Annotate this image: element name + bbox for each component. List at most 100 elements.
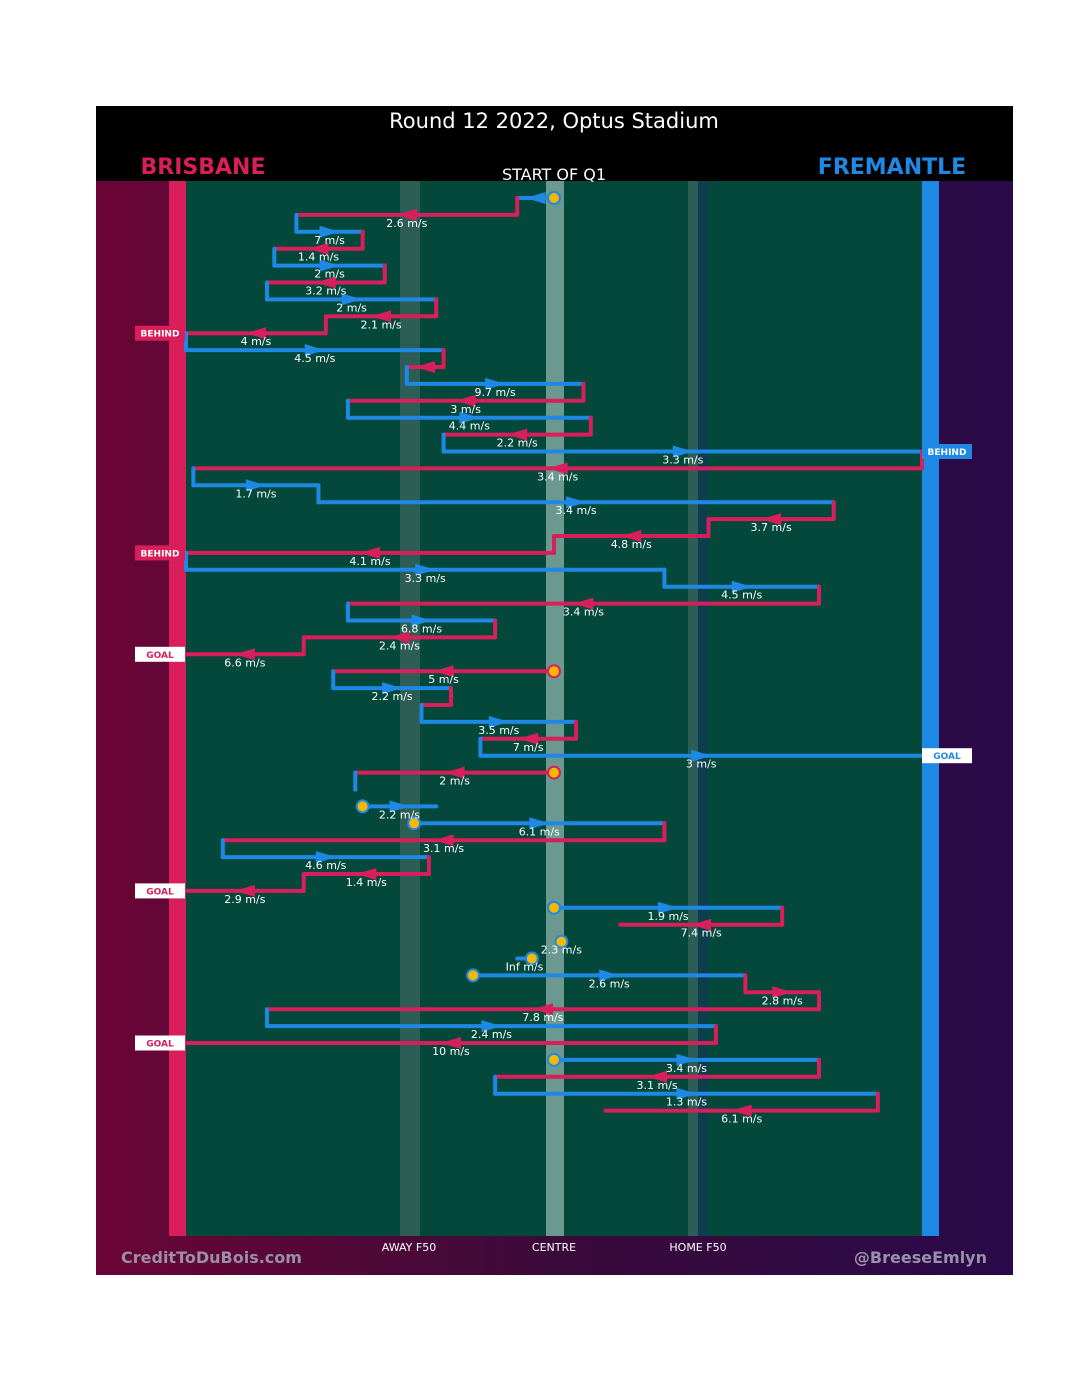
outcome-badge [135,545,185,561]
direction-arrow [245,327,266,340]
speed-label: 2.1 m/s [360,318,401,331]
speed-label: 3.4 m/s [666,1062,707,1075]
speed-label: 4.6 m/s [305,859,346,872]
possession-start-marker [407,816,422,831]
direction-arrow [444,766,465,779]
speed-label: 1.7 m/s [235,487,276,500]
possession-start-marker [547,765,561,780]
axis-label-centre: CENTRE [532,1241,576,1254]
speed-label: 7 m/s [513,741,544,754]
speed-label: 6.6 m/s [224,656,265,669]
direction-arrow [672,445,693,458]
direction-arrow [308,242,329,255]
direction-arrow [518,732,539,745]
possession-start-marker [547,1052,561,1067]
direction-arrow [532,1003,553,1016]
speed-label: 1.4 m/s [298,251,339,264]
direction-arrow [566,496,587,509]
direction-arrow [459,411,480,424]
outcome-badge [922,444,972,459]
possession-start-marker [547,900,561,915]
speed-label: 3.4 m/s [556,504,597,517]
speed-label: 4.4 m/s [449,420,490,433]
direction-arrow [234,884,255,897]
direction-arrow [547,462,568,475]
chart-title: Round 12 2022, Optus Stadium [389,109,719,133]
direction-arrow [772,986,793,999]
speed-label: 3.1 m/s [423,842,464,855]
possession-start-marker [524,951,539,966]
direction-arrow [433,665,454,678]
speed-label: 7.8 m/s [522,1011,563,1024]
speed-label: 2.6 m/s [589,977,630,990]
footer-handle: @BreeseEmlyn [854,1248,987,1267]
direction-arrow [481,1020,502,1033]
direction-arrow [411,614,432,627]
speed-label: 1.3 m/s [666,1096,707,1109]
direction-arrow [382,682,403,695]
speed-label: 2.8 m/s [762,994,803,1007]
outcome-label: GOAL [146,1040,174,1050]
direction-arrow [529,817,550,830]
direction-arrow [356,868,377,880]
direction-arrow [415,361,436,373]
speed-label: 2.2 m/s [497,437,538,450]
speed-label: 4.1 m/s [349,555,390,568]
direction-arrow [319,225,340,238]
speed-label: 3.5 m/s [478,724,519,737]
direction-arrow [488,715,509,728]
direction-arrow [433,834,454,847]
axis-label-home-f50: HOME F50 [669,1241,726,1254]
direction-arrow [371,310,392,323]
direction-arrow [341,293,362,306]
chart-subtitle: START OF Q1 [502,165,606,184]
speed-label: Inf m/s [506,961,544,974]
direction-arrow [621,530,642,542]
direction-arrow [691,749,712,762]
direction-arrow [315,851,336,864]
speed-label: 3.4 m/s [537,470,578,483]
possession-markers [355,191,569,1067]
outcome-badge [922,748,972,764]
speed-label: 2 m/s [314,268,345,281]
outcome-tags: BEHIND BEHIND BEHIND GOAL GOAL GOAL GOAL [135,325,972,1051]
home-f50-line [688,181,698,1236]
direction-arrow [319,259,340,272]
possession-start-marker [547,664,561,679]
outcome-badge [135,883,185,899]
speed-label: 3.3 m/s [662,454,703,467]
direction-arrow [599,969,620,982]
speed-label: 3.2 m/s [305,285,346,298]
away-f50-line [400,181,420,1236]
direction-arrow [731,1104,752,1117]
speed-label: 7.4 m/s [681,927,722,940]
direction-arrow [389,631,410,644]
speed-label: 2 m/s [439,775,470,788]
direction-arrow [360,546,380,559]
direction-arrow [691,918,712,931]
outcome-label: GOAL [146,887,174,897]
direction-arrow [315,276,336,289]
speed-label: 4.5 m/s [294,352,335,365]
speed-label: 2.6 m/s [386,217,427,230]
team-away-label: FREMANTLE [818,155,966,180]
axis-label-away-f50: AWAY F50 [382,1241,436,1254]
speed-label: 2.3 m/s [541,944,582,957]
speed-labels: 2.6 m/s 7 m/s 1.4 m/s 2 m/s 3.2 m/s 2 m/s 2.1 … [224,217,803,1126]
direction-arrow [761,513,782,526]
direction-arrow [525,192,546,204]
possession-start-marker [547,191,561,205]
home-f50-line-shade [698,181,708,1236]
direction-arrow [440,1037,461,1049]
direction-arrow [676,1053,697,1066]
direction-arrow [731,580,752,593]
possession-start-marker [355,799,370,814]
speed-label: 9.7 m/s [475,386,516,399]
speed-label: 3.1 m/s [636,1079,677,1092]
outcome-label: BEHIND [141,549,180,559]
direction-arrow [396,208,417,221]
direction-arrow [234,648,255,661]
outcome-badge [135,325,185,341]
fremantle-goal-bar [922,181,939,1236]
